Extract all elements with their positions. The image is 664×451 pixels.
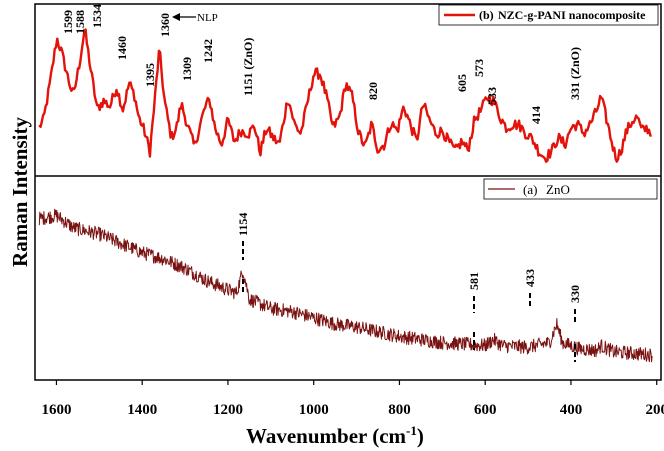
peak-label-573: 573: [472, 59, 486, 77]
nlp-label: NLP: [197, 12, 218, 24]
peak-label-605: 605: [455, 74, 469, 92]
x-tick-label-600: 600: [474, 402, 497, 418]
x-axis-label: Wavenumber (cm-1): [246, 423, 424, 448]
legend-label-zno: ZnO: [546, 182, 570, 197]
traces: [38, 28, 653, 363]
peak-label-414: 414: [529, 106, 543, 124]
peak-label-1395: 1395: [143, 63, 157, 87]
x-tick-label-200: 200: [645, 402, 664, 418]
y-axis-label: Raman Intensity: [8, 117, 32, 267]
peak-label-1588: 1588: [73, 10, 87, 34]
plot-frame: [34, 3, 662, 381]
peak-label-1534: 1534: [90, 4, 104, 28]
peak-annotations-top: 1599 1588 1534 1460 1395 1360 NLP 1309 1…: [61, 4, 582, 124]
legend-box-top: [438, 4, 659, 26]
peak-label-1360: 1360: [158, 13, 172, 37]
x-tick-label-400: 400: [560, 402, 583, 418]
peak-label-1599: 1599: [61, 10, 75, 34]
peak-label-330: 330: [568, 285, 582, 303]
legend-marker-b: (b): [479, 8, 494, 22]
x-tick-label-800: 800: [388, 402, 411, 418]
legend-bottom: (a) ZnO: [483, 178, 658, 200]
peak-label-433: 433: [523, 269, 537, 287]
legend-marker-a: (a): [523, 182, 537, 197]
peak-label-1151-zno: 1151 (ZnO): [241, 38, 255, 96]
peak-label-581: 581: [467, 272, 481, 290]
legend-top: (b) NZC-g-PANI nanocomposite: [438, 4, 659, 26]
peak-label-331-zno: 331 (ZnO): [568, 47, 582, 100]
x-tick-label-1200: 1200: [213, 402, 243, 418]
peak-label-1309: 1309: [180, 57, 194, 81]
x-tick-label-1600: 1600: [41, 402, 71, 418]
peak-label-820: 820: [366, 82, 380, 100]
series-zno-line: [38, 208, 653, 363]
x-axis-label-close: ): [417, 424, 424, 448]
legend-label-nzc-g-pani: NZC-g-PANI nanocomposite: [498, 8, 646, 22]
x-axis-label-superscript: -1: [406, 423, 417, 438]
x-tick-label-1000: 1000: [299, 402, 329, 418]
peak-label-1154: 1154: [236, 213, 250, 236]
series-nzc-g-pani-line: [38, 28, 652, 163]
legend-box-bottom: [483, 178, 658, 200]
x-axis-label-main: Wavenumber (cm: [246, 424, 407, 448]
peak-label-1460: 1460: [115, 36, 129, 60]
peak-label-533: 533: [485, 87, 499, 105]
peak-annotations-bottom: 1154 581 433 330: [236, 213, 582, 362]
peak-label-1242: 1242: [201, 39, 215, 63]
x-axis-ticks: 1600 1400 1200 1000 800 600 400 200: [41, 380, 664, 418]
x-tick-label-1400: 1400: [127, 402, 157, 418]
nlp-arrowhead: [172, 13, 180, 21]
